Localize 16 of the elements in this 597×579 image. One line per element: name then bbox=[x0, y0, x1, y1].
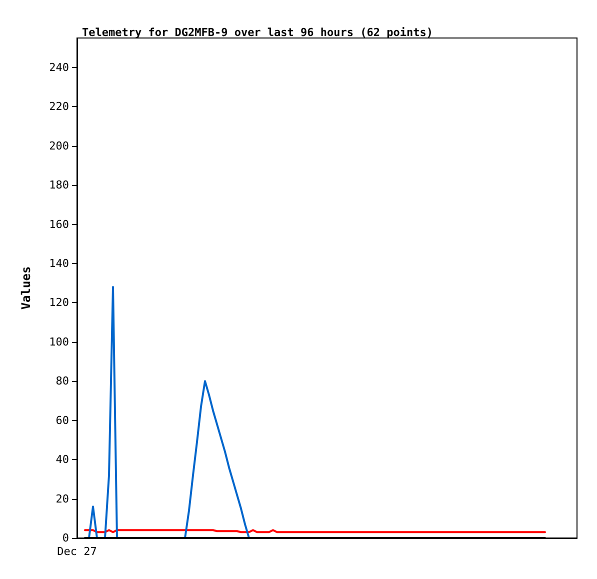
x-tick-label: Dec 27 bbox=[57, 545, 97, 558]
y-tick-label: 60 bbox=[56, 414, 69, 427]
y-tick-label: 160 bbox=[49, 218, 69, 231]
y-tick-label: 80 bbox=[56, 374, 69, 388]
y-tick-label: 0 bbox=[62, 532, 69, 544]
y-tick-label: 200 bbox=[49, 139, 69, 152]
y-tick-label: 20 bbox=[56, 492, 69, 506]
y-tick-label: 100 bbox=[49, 335, 69, 348]
y-tick-label: 140 bbox=[49, 256, 69, 270]
y-axis-title: Values bbox=[19, 266, 33, 310]
y-tick-label: 40 bbox=[56, 453, 69, 466]
y-tick-label: 220 bbox=[49, 100, 69, 114]
y-tick-label: 120 bbox=[49, 296, 69, 310]
y-tick-label: 180 bbox=[49, 178, 69, 192]
y-tick-label: 240 bbox=[49, 60, 69, 74]
chart-title: Telemetry for DG2MFB-9 over last 96 hours (62 points) bbox=[82, 26, 433, 39]
